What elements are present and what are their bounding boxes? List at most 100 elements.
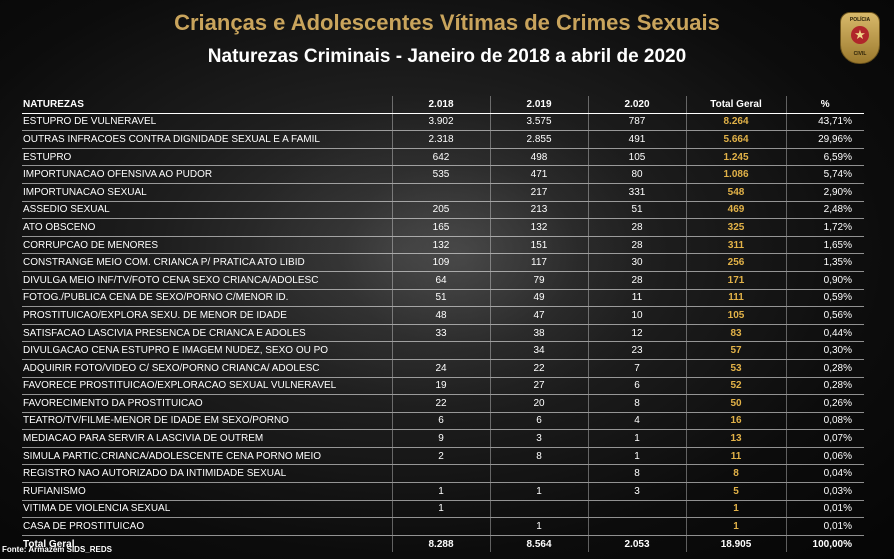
year-2019-cell: 49: [489, 289, 588, 308]
percent-cell: 2,48%: [785, 201, 864, 220]
year-2019-cell: 213: [489, 201, 588, 220]
table-row: MEDIACAO PARA SERVIR A LASCIVIA DE OUTRE…: [22, 429, 864, 448]
year-2019-cell: 79: [489, 271, 588, 290]
natureza-cell: FAVORECIMENTO DA PROSTITUICAO: [22, 394, 392, 413]
natureza-cell: ADQUIRIR FOTO/VIDEO C/ SEXO/PORNO CRIANC…: [22, 359, 392, 378]
total-2020: 2.053: [587, 534, 686, 553]
total-geral-cell: 311: [685, 236, 786, 255]
table-row: DIVULGACAO CENA ESTUPRO E IMAGEM NUDEZ, …: [22, 341, 864, 360]
table-row: RUFIANISMO 1 1 3 5 0,03%: [22, 482, 864, 501]
year-2018-cell: [391, 517, 490, 536]
natureza-cell: CONSTRANGE MEIO COM. CRIANCA P/ PRATICA …: [22, 253, 392, 272]
total-geral-cell: 469: [685, 201, 786, 220]
percent-cell: 0,59%: [785, 289, 864, 308]
year-2018-cell: 205: [391, 201, 490, 220]
year-2018-cell: 24: [391, 359, 490, 378]
natureza-cell: ESTUPRO DE VULNERAVEL: [22, 113, 392, 132]
year-2020-cell: 28: [587, 218, 686, 237]
percent-cell: 1,35%: [785, 253, 864, 272]
year-2018-cell: 19: [391, 377, 490, 396]
table-row: REGISTRO NAO AUTORIZADO DA INTIMIDADE SE…: [22, 464, 864, 484]
year-2020-cell: 7: [587, 359, 686, 378]
year-2019-cell: [489, 500, 588, 519]
total-geral-cell: 11: [685, 447, 786, 466]
header-percent: %: [785, 96, 864, 114]
percent-cell: 43,71%: [785, 113, 864, 132]
year-2019-cell: 2.855: [489, 130, 588, 149]
year-2019-cell: 22: [489, 359, 588, 378]
percent-cell: 0,44%: [785, 324, 864, 343]
total-geral-cell: 8.264: [685, 113, 786, 132]
year-2019-cell: 151: [489, 236, 588, 255]
percent-cell: 0,56%: [785, 306, 864, 325]
header-2018: 2.018: [391, 96, 490, 114]
total-geral-cell: 111: [685, 289, 786, 308]
total-2019: 8.564: [489, 534, 588, 553]
badge-bottom-text: CIVIL: [853, 51, 867, 57]
total-geral-cell: 256: [685, 253, 786, 272]
natureza-cell: SATISFACAO LASCIVIA PRESENCA DE CRIANCA …: [22, 324, 392, 343]
header-total-geral: Total Geral: [685, 96, 786, 114]
year-2019-cell: 3: [489, 429, 588, 448]
table-row: FAVORECE PROSTITUICAO/EXPLORACAO SEXUAL …: [22, 377, 864, 396]
badge-top-text: POLÍCIA: [849, 17, 871, 23]
year-2018-cell: 2.318: [391, 130, 490, 149]
natureza-cell: ASSEDIO SEXUAL: [22, 201, 392, 220]
year-2019-cell: 1: [489, 482, 588, 501]
year-2018-cell: 51: [391, 289, 490, 308]
year-2019-cell: 471: [489, 165, 588, 184]
table-row: VITIMA DE VIOLENCIA SEXUAL 1 1 0,01%: [22, 500, 864, 519]
natureza-cell: RUFIANISMO: [22, 482, 392, 501]
year-2020-cell: 30: [587, 253, 686, 272]
total-label: Total Geral: [22, 534, 392, 553]
total-geral-cell: 1: [685, 500, 786, 519]
year-2018-cell: 535: [391, 165, 490, 184]
table-row: ASSEDIO SEXUAL 205 213 51 469 2,48%: [22, 201, 864, 220]
year-2018-cell: 165: [391, 218, 490, 237]
year-2020-cell: 105: [587, 148, 686, 167]
year-2018-cell: 1: [391, 482, 490, 501]
table-row: DIVULGA MEIO INF/TV/FOTO CENA SEXO CRIAN…: [22, 271, 864, 290]
total-geral-cell: 5.664: [685, 130, 786, 149]
percent-cell: 0,03%: [785, 482, 864, 501]
natureza-cell: ESTUPRO: [22, 148, 392, 167]
total-geral-cell: 53: [685, 359, 786, 378]
page-title: Crianças e Adolescentes Vítimas de Crime…: [174, 10, 720, 35]
total-2018: 8.288: [391, 534, 490, 553]
year-2020-cell: [587, 517, 686, 536]
year-2018-cell: 64: [391, 271, 490, 290]
year-2019-cell: 217: [489, 183, 588, 202]
table-row: TEATRO/TV/FILME-MENOR DE IDADE EM SEXO/P…: [22, 412, 864, 431]
table-row: FAVORECIMENTO DA PROSTITUICAO 22 20 8 50 0,26…: [22, 394, 864, 413]
total-geral-cell: 1.086: [685, 165, 786, 184]
percent-cell: 29,96%: [785, 130, 864, 149]
natureza-cell: TEATRO/TV/FILME-MENOR DE IDADE EM SEXO/P…: [22, 412, 392, 431]
year-2020-cell: 80: [587, 165, 686, 184]
table-row: CONSTRANGE MEIO COM. CRIANCA P/ PRATICA …: [22, 253, 864, 272]
table-row: SIMULA PARTIC.CRIANCA/ADOLESCENTE CENA P…: [22, 447, 864, 466]
total-geral-cell: 105: [685, 306, 786, 325]
total-geral-cell: 16: [685, 412, 786, 431]
year-2019-cell: 20: [489, 394, 588, 413]
table-row: OUTRAS INFRACOES CONTRA DIGNIDADE SEXUAL…: [22, 130, 864, 149]
table-row: ADQUIRIR FOTO/VIDEO C/ SEXO/PORNO CRIANC…: [22, 359, 864, 378]
year-2019-cell: 117: [489, 253, 588, 272]
year-2019-cell: 498: [489, 148, 588, 167]
year-2018-cell: 3.902: [391, 113, 490, 132]
header-naturezas: NATUREZAS: [22, 96, 392, 114]
year-2019-cell: 27: [489, 377, 588, 396]
total-geral-cell: 5: [685, 482, 786, 501]
natureza-cell: IMPORTUNACAO SEXUAL: [22, 183, 392, 202]
year-2018-cell: [391, 183, 490, 202]
total-geral-cell: 325: [685, 218, 786, 237]
year-2019-cell: 1: [489, 517, 588, 536]
percent-cell: 2,90%: [785, 183, 864, 202]
total-geral-cell: 57: [685, 341, 786, 360]
percent-cell: 0,07%: [785, 429, 864, 448]
year-2019-cell: [489, 464, 588, 484]
natureza-cell: PROSTITUICAO/EXPLORA SEXU. DE MENOR DE I…: [22, 306, 392, 325]
page-subtitle: Naturezas Criminais - Janeiro de 2018 a …: [207, 46, 687, 67]
table-row: PROSTITUICAO/EXPLORA SEXU. DE MENOR DE I…: [22, 306, 864, 325]
year-2020-cell: 8: [587, 464, 686, 484]
year-2020-cell: 1: [587, 429, 686, 448]
